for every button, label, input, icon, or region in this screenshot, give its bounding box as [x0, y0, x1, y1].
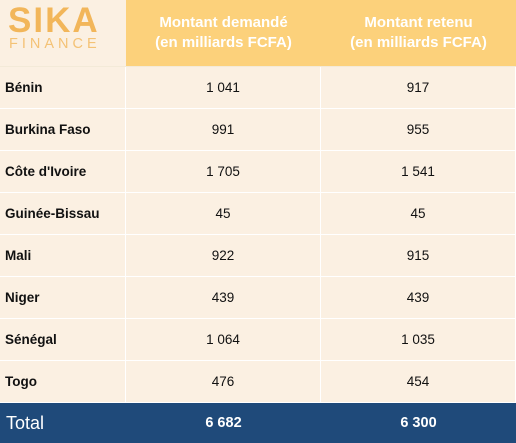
- requested-cell: 439: [126, 277, 321, 319]
- retained-cell: 439: [321, 277, 516, 319]
- table-row: Sénégal 1 064 1 035: [0, 319, 516, 361]
- requested-cell: 922: [126, 235, 321, 277]
- total-row: Total 6 682 6 300: [0, 403, 516, 443]
- requested-cell: 1 064: [126, 319, 321, 361]
- header-row: SIKA FINANCE Montant demandé (en milliar…: [0, 0, 516, 67]
- sika-finance-logo: SIKA FINANCE: [0, 0, 126, 66]
- country-cell: Bénin: [0, 67, 126, 109]
- logo-cell: SIKA FINANCE: [0, 0, 126, 67]
- requested-cell: 991: [126, 109, 321, 151]
- table-row: Togo 476 454: [0, 361, 516, 403]
- header-requested-line1: Montant demandé: [159, 14, 288, 31]
- header-retained-line1: Montant retenu: [364, 14, 473, 31]
- retained-cell: 915: [321, 235, 516, 277]
- country-cell: Burkina Faso: [0, 109, 126, 151]
- total-label: Total: [0, 403, 126, 443]
- table-row: Guinée-Bissau 45 45: [0, 193, 516, 235]
- header-requested-line2: (en milliards FCFA): [155, 34, 292, 51]
- requested-cell: 45: [126, 193, 321, 235]
- country-cell: Togo: [0, 361, 126, 403]
- retained-cell: 45: [321, 193, 516, 235]
- requested-cell: 1 705: [126, 151, 321, 193]
- header-requested: Montant demandé (en milliards FCFA): [126, 0, 321, 67]
- retained-cell: 454: [321, 361, 516, 403]
- country-cell: Côte d'Ivoire: [0, 151, 126, 193]
- table-row: Mali 922 915: [0, 235, 516, 277]
- total-requested: 6 682: [126, 403, 321, 443]
- header-retained: Montant retenu (en milliards FCFA): [321, 0, 516, 67]
- country-cell: Niger: [0, 277, 126, 319]
- table-row: Burkina Faso 991 955: [0, 109, 516, 151]
- table-row: Niger 439 439: [0, 277, 516, 319]
- logo-line1: SIKA: [8, 1, 100, 40]
- header-retained-line2: (en milliards FCFA): [350, 34, 487, 51]
- retained-cell: 955: [321, 109, 516, 151]
- table-row: Bénin 1 041 917: [0, 67, 516, 109]
- country-cell: Mali: [0, 235, 126, 277]
- table-row: Côte d'Ivoire 1 705 1 541: [0, 151, 516, 193]
- requested-cell: 1 041: [126, 67, 321, 109]
- logo-line2: FINANCE: [9, 36, 101, 52]
- total-retained: 6 300: [321, 403, 516, 443]
- retained-cell: 1 541: [321, 151, 516, 193]
- retained-cell: 1 035: [321, 319, 516, 361]
- requested-cell: 476: [126, 361, 321, 403]
- retained-cell: 917: [321, 67, 516, 109]
- country-cell: Guinée-Bissau: [0, 193, 126, 235]
- country-cell: Sénégal: [0, 319, 126, 361]
